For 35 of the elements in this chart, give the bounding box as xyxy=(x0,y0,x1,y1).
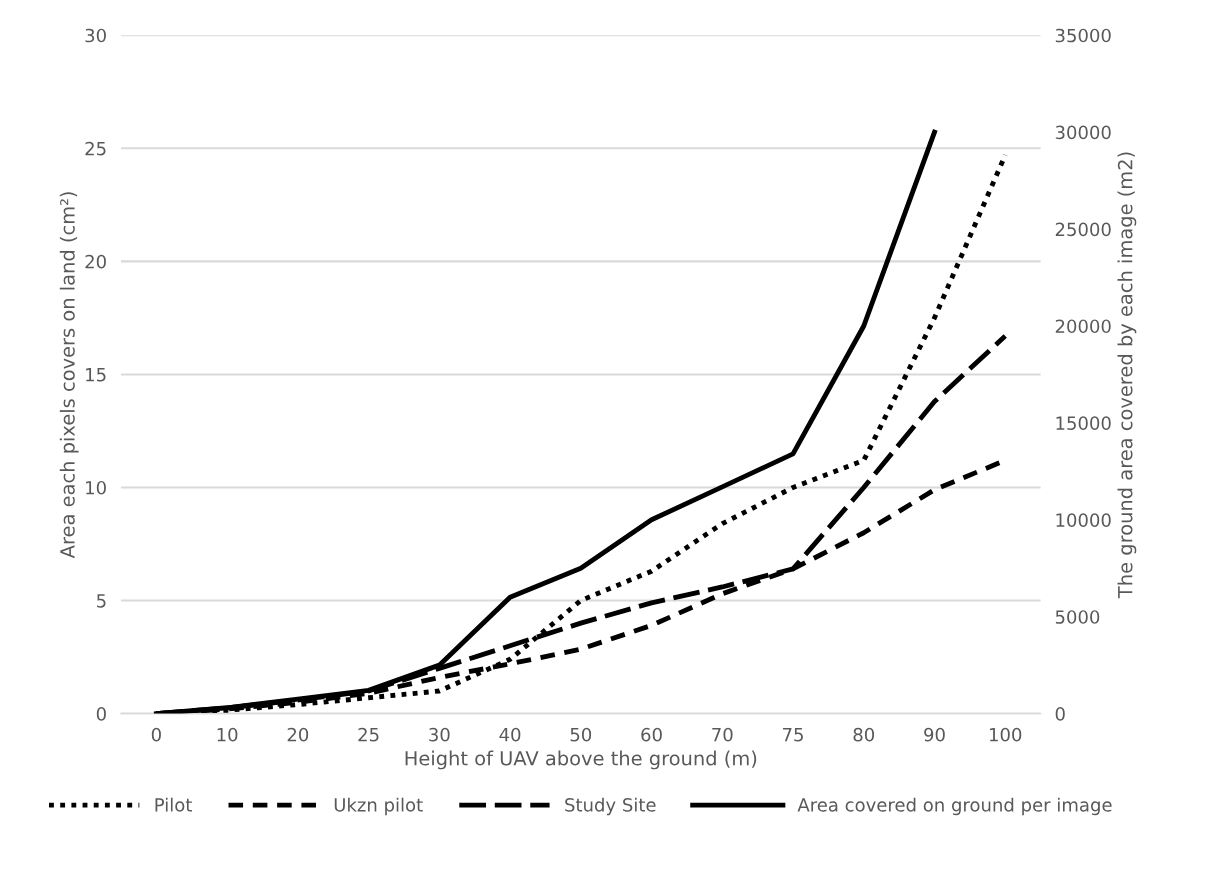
y-tick-label: 25 xyxy=(85,141,106,156)
y-tick-label: 0 xyxy=(96,707,106,721)
y2-tick-label: 30000 xyxy=(1055,125,1111,140)
x-tick-label: 50 xyxy=(570,727,592,742)
y2-tick-label: 25000 xyxy=(1055,222,1111,237)
x-tick-label: 0 xyxy=(151,727,161,742)
x-tick-label: 75 xyxy=(783,728,803,742)
legend-label: Study Site xyxy=(565,797,656,816)
x-tick-label: 60 xyxy=(641,727,662,742)
y2-tick-label: 15000 xyxy=(1056,416,1111,430)
y-tick-label: 30 xyxy=(85,28,106,43)
x-tick-label: 70 xyxy=(712,727,733,742)
y-tick-label: 20 xyxy=(85,254,106,269)
x-tick-label: 80 xyxy=(853,727,875,742)
legend-label: Area covered on ground per image xyxy=(797,797,1112,816)
x-axis-title: Height of UAV above the ground (m) xyxy=(405,750,757,770)
x-tick-label: 20 xyxy=(287,727,309,742)
y2-tick-label: 20000 xyxy=(1055,319,1111,334)
y2-tick-label: 35000 xyxy=(1055,28,1111,43)
legend-label: Pilot xyxy=(155,797,192,812)
y2-tick-label: 10000 xyxy=(1056,513,1111,527)
x-tick-label: 30 xyxy=(429,727,450,742)
x-tick-label: 90 xyxy=(924,727,945,742)
y2-tick-label: 0 xyxy=(1055,707,1065,721)
x-tick-label: 10 xyxy=(217,727,238,742)
y-tick-label: 15 xyxy=(86,368,106,382)
x-tick-label: 40 xyxy=(499,727,521,742)
y-tick-label: 10 xyxy=(86,480,106,495)
legend-label: Ukzn pilot xyxy=(334,797,423,816)
y-axis-title: Area each pixels covers on land (cm²) xyxy=(59,192,79,559)
x-tick-label: 25 xyxy=(358,727,379,742)
y2-tick-label: 5000 xyxy=(1055,610,1100,624)
y2-axis-title: The ground area covered by each image (m2) xyxy=(1117,152,1137,599)
x-tick-label: 100 xyxy=(989,727,1022,742)
y-tick-label: 5 xyxy=(97,594,106,608)
